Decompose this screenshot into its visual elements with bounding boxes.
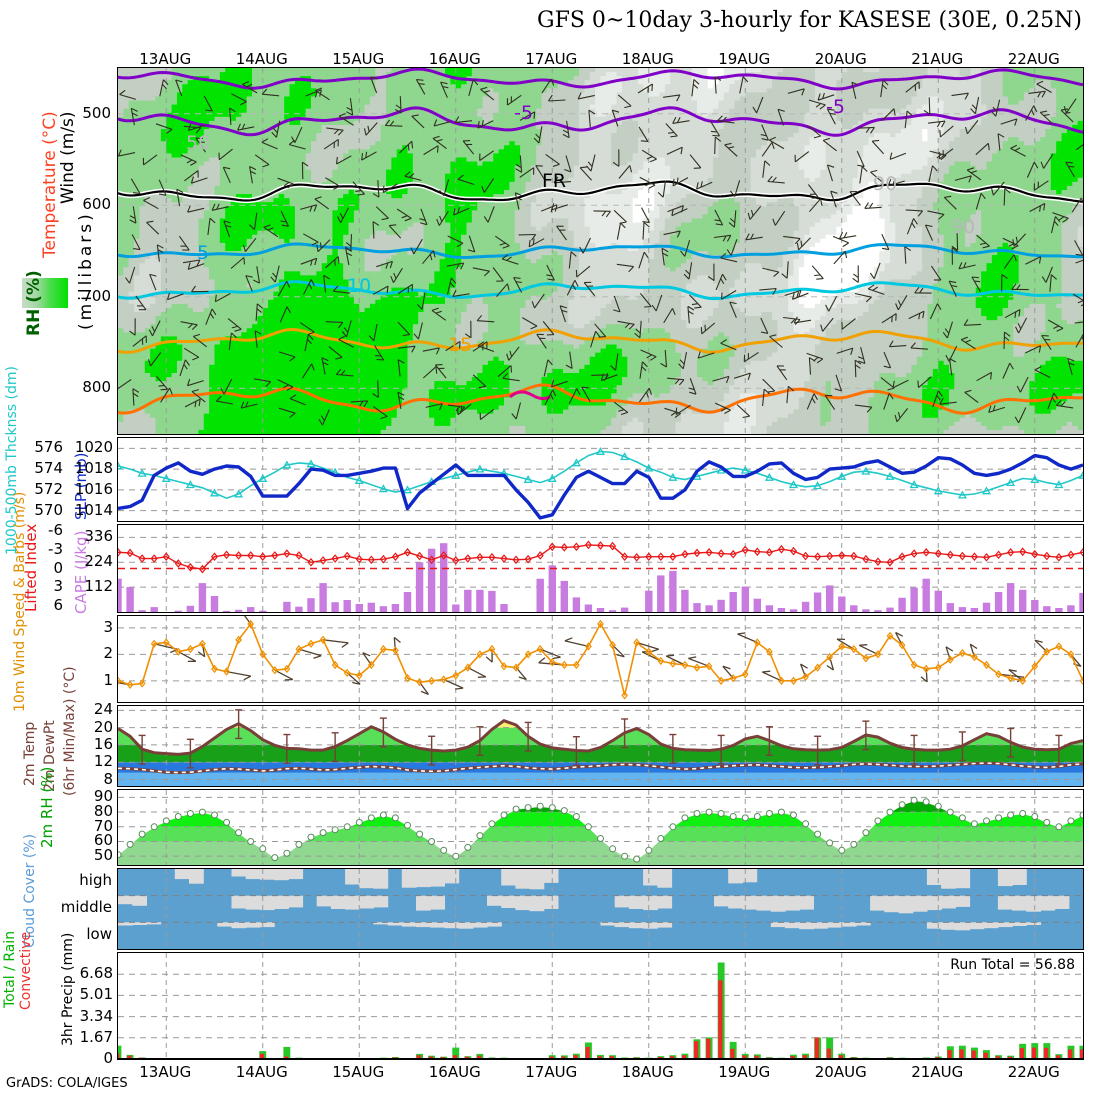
day-label-16aug: 16AUG [428,1063,481,1081]
cloud-row-label-high: high [79,871,112,890]
label-millibars: (millibars) [76,211,96,330]
label-rh: RH (%) [24,270,44,336]
isotherm-label-15: 15 [448,334,472,356]
tick-li--6: -6 [48,521,63,540]
tick-precip-6.68: 6.68 [79,964,113,983]
tick-rh2m-50: 50 [93,846,113,865]
tick-rh2m-60: 60 [93,831,113,850]
tick-rh2m-90: 90 [93,787,113,806]
day-label-14aug: 14AUG [235,50,288,68]
tick-rh2m-70: 70 [93,816,113,835]
label-temperature: Temperature (°C) [40,111,60,258]
tick-slp-1014: 1014 [74,500,113,519]
tick-rh2m-80: 80 [93,802,113,821]
tick-slp-1018: 1018 [74,459,113,478]
panel-rh2m [117,789,1084,866]
tick-cape-224: 224 [84,552,113,571]
tick-pressure-500: 500 [82,103,111,122]
day-label-19aug: 19AUG [718,1063,771,1081]
tick-thickness-576: 576 [34,438,63,457]
tick-pressure-800: 800 [82,378,111,397]
page-title: GFS 0~10day 3-hourly for KASESE (30E, 0.… [537,8,1082,33]
panel-temp2m [117,705,1084,787]
tick-temp2m-20: 20 [93,717,113,736]
grads-credit: GrADS: COLA/IGES [6,1076,128,1091]
tick-slp-1016: 1016 [74,479,113,498]
tick-temp2m-8: 8 [103,769,113,788]
isotherm-label-90: 90 [873,173,897,195]
panel-precip: Run Total = 56.88 [117,952,1084,1060]
day-label-20aug: 20AUG [814,1063,867,1081]
isotherm-label-5: 5 [197,242,209,264]
day-label-22aug: 22AUG [1007,1063,1060,1081]
day-label-13aug: 13AUG [139,1063,192,1081]
tick-slp-1020: 1020 [74,438,113,457]
day-label-17aug: 17AUG [525,1063,578,1081]
day-label-15aug: 15AUG [332,50,385,68]
panel-cloud-cover [117,868,1084,950]
tick-wind-2: 2 [103,644,113,663]
day-label-22aug: 22AUG [1007,50,1060,68]
panel-upper-air: -5 -5 50 FR 5 10 15 90 90 [117,67,1084,435]
tick-temp2m-16: 16 [93,734,113,753]
rh-color-chip [22,278,68,308]
day-label-21aug: 21AUG [911,1063,964,1081]
panel-wind10m [117,615,1084,703]
label-precip-conv: Convective [18,931,34,1010]
day-label-18aug: 18AUG [621,1063,674,1081]
panel-cape-lifted [117,524,1084,613]
tick-precip-3.34: 3.34 [79,1006,113,1025]
tick-thickness-572: 572 [34,479,63,498]
tick-li--3: -3 [48,539,63,558]
tick-li-6: 6 [53,595,63,614]
day-label-15aug: 15AUG [332,1063,385,1081]
label-precip-total: Total / Rain [2,930,18,1008]
day-label-13aug: 13AUG [139,50,192,68]
tick-precip-0: 0 [103,1049,113,1067]
cloud-row-label-middle: middle [60,898,112,916]
isotherm-label-90: 90 [951,216,975,238]
label-wind: Wind (m/s) [58,111,78,204]
day-label-21aug: 21AUG [911,50,964,68]
isotherm-label-50: 50 [186,132,210,154]
day-label-19aug: 19AUG [718,50,771,68]
tick-li-3: 3 [53,577,63,596]
tick-cape-112: 112 [84,577,113,596]
tick-thickness-570: 570 [34,500,63,519]
tick-precip-5.01: 5.01 [79,985,113,1004]
tick-wind-3: 3 [103,617,113,636]
day-label-17aug: 17AUG [525,50,578,68]
isotherm-label-10: 10 [347,275,371,297]
tick-temp2m-24: 24 [93,700,113,719]
tick-pressure-600: 600 [82,195,111,214]
tick-pressure-700: 700 [82,286,111,305]
isotherm-label-fr: FR [542,170,566,192]
day-label-14aug: 14AUG [235,1063,288,1081]
tick-precip-1.67: 1.67 [79,1027,113,1046]
isotherm-label--5: -5 [826,96,845,118]
panel-slp-thickness [117,437,1084,522]
cloud-row-label-low: low [86,924,112,943]
run-total-label: Run Total = 56.88 [950,957,1075,973]
day-label-16aug: 16AUG [428,50,481,68]
tick-wind-1: 1 [103,670,113,689]
label-temp2m: 2m Temp [22,721,38,786]
tick-thickness-574: 574 [34,459,63,478]
tick-temp2m-12: 12 [93,752,113,771]
tick-cape-336: 336 [84,527,113,546]
day-label-18aug: 18AUG [621,50,674,68]
isotherm-label--5: -5 [514,102,533,124]
day-label-20aug: 20AUG [814,50,867,68]
tick-li-0: 0 [53,558,63,577]
